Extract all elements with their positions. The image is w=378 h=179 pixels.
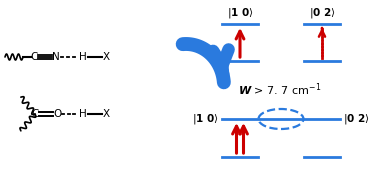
Text: O: O — [53, 109, 61, 119]
Text: $|$0 2$\rangle$: $|$0 2$\rangle$ — [343, 112, 370, 126]
Text: N: N — [52, 52, 60, 62]
Text: H: H — [79, 109, 87, 119]
Text: $|$1 0$\rangle$: $|$1 0$\rangle$ — [192, 112, 219, 126]
Text: C: C — [30, 52, 38, 62]
Text: X: X — [102, 109, 110, 119]
Text: $|$0 2$\rangle$: $|$0 2$\rangle$ — [309, 6, 335, 20]
Text: C: C — [31, 109, 39, 119]
Text: $\bfit{W}$ > 7. 7 cm$^{-1}$: $\bfit{W}$ > 7. 7 cm$^{-1}$ — [239, 82, 322, 98]
Text: H: H — [79, 52, 87, 62]
Text: $|$1 0$\rangle$: $|$1 0$\rangle$ — [227, 6, 253, 20]
Text: X: X — [102, 52, 110, 62]
